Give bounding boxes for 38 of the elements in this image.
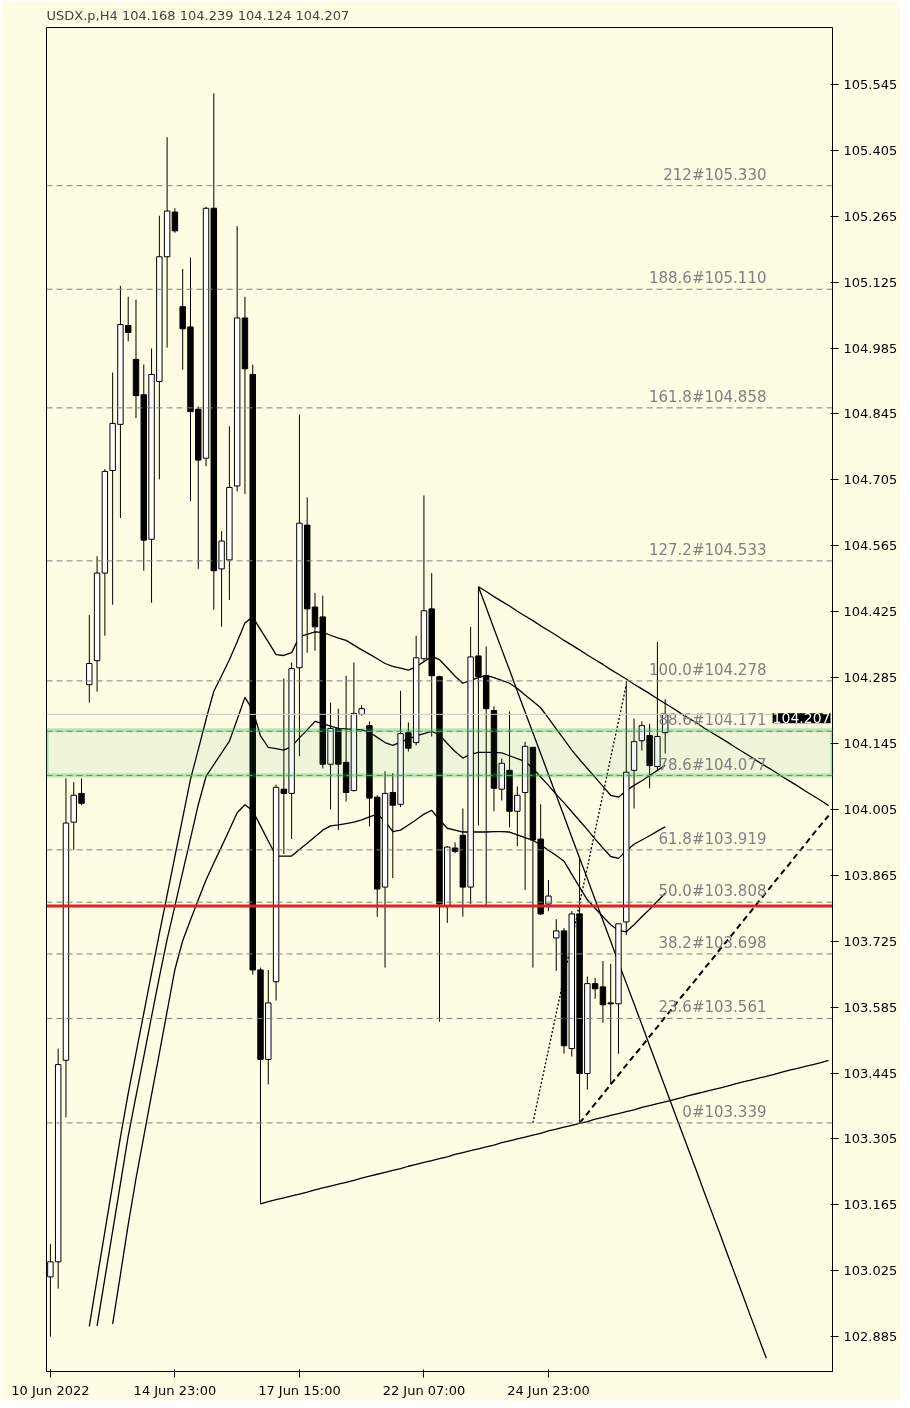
y-tick-label: 103.025 [843,1263,898,1279]
y-tick-label: 103.865 [843,867,898,883]
y-tick-label: 104.005 [843,801,898,817]
y-tick-label: 105.265 [843,208,898,224]
chart-title: USDX.p,H4 104.168 104.239 104.124 104.207 [46,7,350,23]
y-tick-label: 103.165 [843,1197,898,1213]
ref-line-label: 61.8#103.919 [658,829,767,848]
ref-line-label: 127.2#104.533 [648,540,767,559]
y-tick-label: 104.425 [843,604,898,620]
y-tick-label: 104.145 [843,736,898,752]
ref-line-label: 188.6#105.110 [648,269,767,288]
y-tick-label: 104.985 [843,340,898,356]
ref-line-label: 38.2#103.698 [658,933,767,952]
candlestick [171,207,179,234]
y-tick-label: 103.585 [843,999,898,1015]
y-tick-label: 105.125 [843,274,898,290]
y-tick-label: 105.405 [843,142,898,158]
y-tick-label: 104.705 [843,472,898,488]
x-tick-label: 17 Jun 15:00 [258,1382,341,1398]
y-tick-label: 104.285 [843,670,898,686]
ref-line-label: 50.0#103.808 [658,882,767,901]
x-tick-label: 10 Jun 2022 [11,1382,90,1398]
annotation: 104.207 [772,710,831,727]
x-tick-label: 24 Jun 23:00 [507,1382,590,1398]
x-tick-label: 14 Jun 23:00 [133,1382,217,1398]
y-tick-label: 103.305 [843,1131,898,1147]
y-tick-label: 102.885 [843,1329,898,1345]
ref-line-label: 0#103.339 [682,1102,767,1121]
ref-line-label: 212#105.330 [663,165,767,184]
candlestick [86,614,93,704]
y-tick-label: 103.725 [843,933,898,949]
y-tick-label: 103.445 [843,1065,898,1081]
ref-line-label: 161.8#104.858 [648,387,767,406]
x-tick-label: 22 Jun 07:00 [382,1382,466,1398]
y-tick-label: 105.545 [843,76,898,92]
ref-line-label: 23.6#103.561 [658,998,767,1017]
y-tick-label: 104.845 [843,406,898,422]
y-tick-label: 104.565 [843,538,898,554]
